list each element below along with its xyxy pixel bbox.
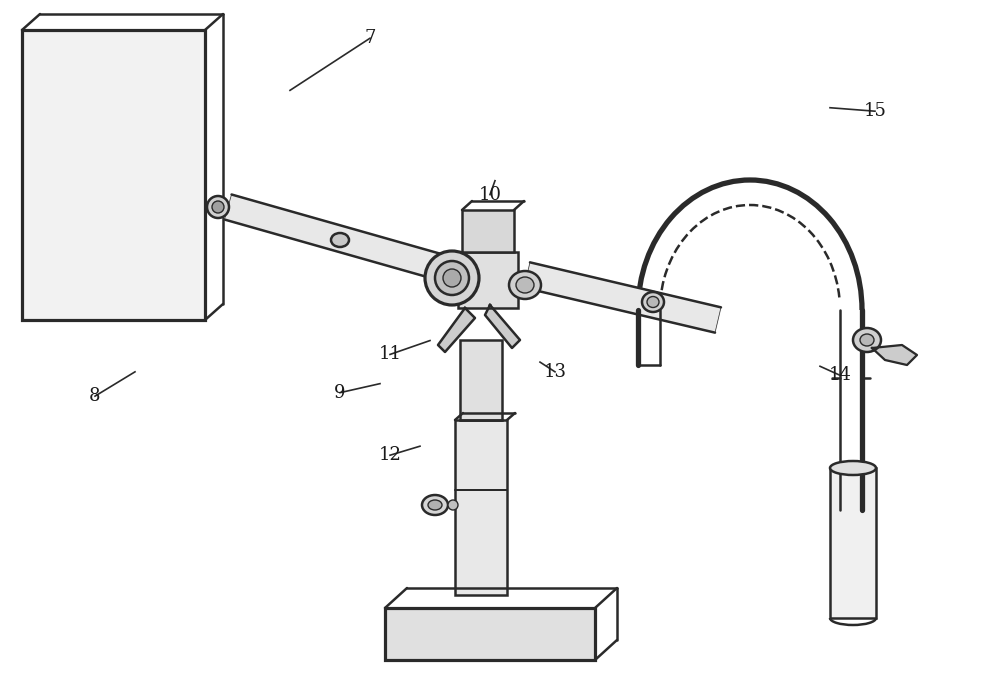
Text: 9: 9 <box>334 384 346 402</box>
Ellipse shape <box>435 261 469 295</box>
Ellipse shape <box>212 201 224 213</box>
Bar <box>22 30 205 320</box>
Bar <box>455 420 507 595</box>
Ellipse shape <box>428 500 442 510</box>
Ellipse shape <box>516 277 534 293</box>
Ellipse shape <box>860 334 874 346</box>
Text: 8: 8 <box>89 387 101 405</box>
Text: 10: 10 <box>479 186 502 204</box>
Text: 15: 15 <box>864 102 886 120</box>
Ellipse shape <box>207 196 229 218</box>
Ellipse shape <box>443 269 461 287</box>
Ellipse shape <box>509 271 541 299</box>
Ellipse shape <box>422 495 448 515</box>
Polygon shape <box>224 195 447 281</box>
Text: 14: 14 <box>829 366 851 384</box>
Polygon shape <box>438 308 475 352</box>
Ellipse shape <box>448 500 458 510</box>
Ellipse shape <box>830 461 876 475</box>
Ellipse shape <box>642 292 664 312</box>
Bar <box>458 252 518 308</box>
Ellipse shape <box>647 297 659 307</box>
Bar <box>462 210 514 252</box>
Text: 11: 11 <box>378 345 402 363</box>
Ellipse shape <box>331 233 349 247</box>
Ellipse shape <box>425 251 479 305</box>
Polygon shape <box>485 305 520 348</box>
Ellipse shape <box>853 328 881 352</box>
Text: 13: 13 <box>544 363 566 381</box>
Bar <box>460 340 502 420</box>
Bar <box>385 608 595 660</box>
Text: 7: 7 <box>364 29 376 47</box>
Bar <box>830 468 876 618</box>
Polygon shape <box>524 262 721 333</box>
Polygon shape <box>872 345 917 365</box>
Text: 12: 12 <box>379 446 401 464</box>
